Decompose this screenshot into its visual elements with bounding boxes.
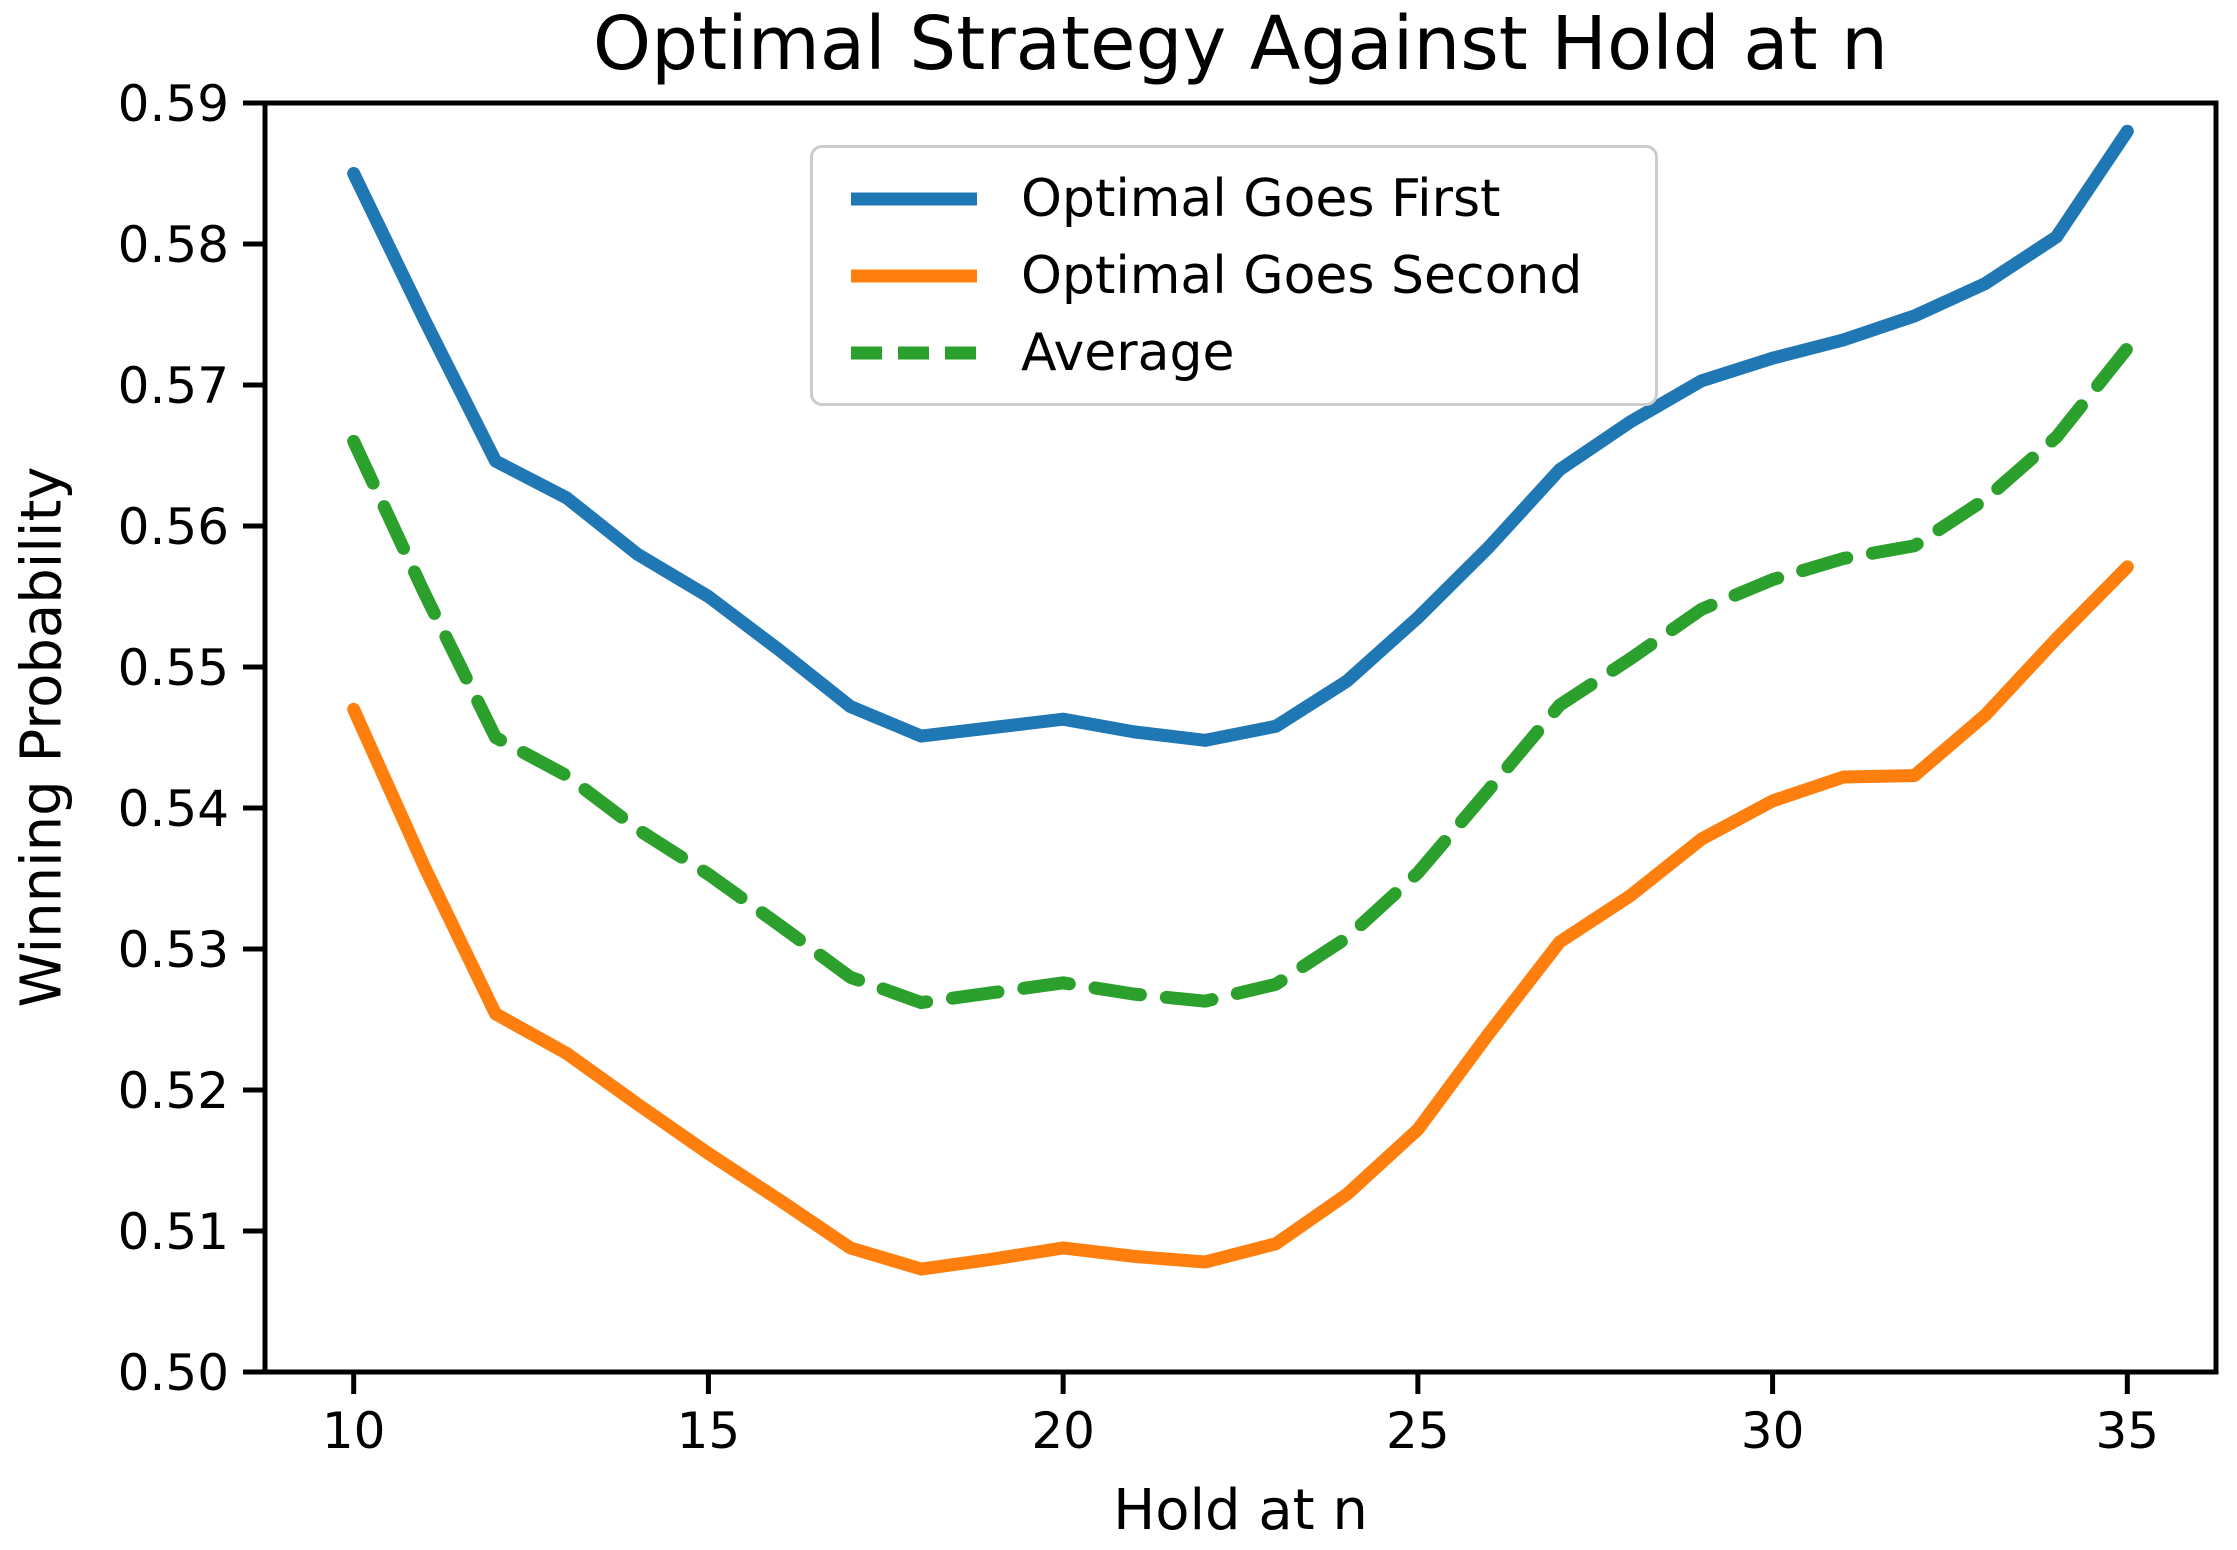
legend-label: Average <box>1021 322 1235 383</box>
y-tick-label: 0.59 <box>118 75 229 133</box>
y-tick-label: 0.58 <box>118 216 229 274</box>
x-tick-label: 30 <box>1741 1402 1805 1460</box>
legend-entry-average: Average <box>849 327 1619 379</box>
y-axis-label: Winning Probability <box>9 466 75 1008</box>
chart-title: Optimal Strategy Against Hold at n <box>592 1 1889 87</box>
x-tick-label: 10 <box>322 1402 386 1460</box>
legend-line-sample-solid-orange <box>851 269 977 282</box>
legend-entry-optimal-goes-second: Optimal Goes Second <box>849 250 1619 302</box>
y-tick-label: 0.53 <box>118 921 229 979</box>
legend-label: Optimal Goes Second <box>1021 245 1583 306</box>
y-tick-label: 0.51 <box>118 1203 229 1261</box>
y-tick-label: 0.52 <box>118 1062 229 1120</box>
x-tick-label: 35 <box>2096 1402 2160 1460</box>
series-line-optimal-goes-second <box>347 560 2134 1276</box>
legend-entry-optimal-goes-first: Optimal Goes First <box>849 173 1619 225</box>
legend-line-sample-dashed-green <box>851 346 977 359</box>
y-tick-label: 0.57 <box>118 357 229 415</box>
series-line-average <box>347 341 2134 1010</box>
legend-line-sample-solid-blue <box>851 192 977 205</box>
y-tick-label: 0.50 <box>118 1344 229 1402</box>
legend: Optimal Goes First Optimal Goes Second A… <box>810 145 1658 406</box>
y-tick-label: 0.55 <box>118 639 229 697</box>
series-line-optimal-goes-first <box>347 124 2134 747</box>
axes-spines <box>262 100 2219 1375</box>
x-tick-label: 20 <box>1031 1402 1095 1460</box>
y-tick-label: 0.54 <box>118 780 229 838</box>
y-tick-label: 0.56 <box>118 498 229 556</box>
x-axis-label: Hold at n <box>1113 1478 1368 1543</box>
legend-label: Optimal Goes First <box>1021 168 1501 229</box>
x-tick-label: 15 <box>677 1402 741 1460</box>
x-tick-label: 25 <box>1386 1402 1450 1460</box>
